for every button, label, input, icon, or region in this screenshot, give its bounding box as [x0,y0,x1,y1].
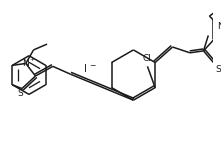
Text: +: + [29,57,34,62]
Text: N: N [22,59,29,68]
Text: −: − [90,61,96,70]
Text: Cl: Cl [143,54,152,63]
Text: S: S [215,65,221,74]
Text: S: S [17,89,23,98]
Text: N: N [217,22,221,31]
Text: I: I [84,64,86,74]
